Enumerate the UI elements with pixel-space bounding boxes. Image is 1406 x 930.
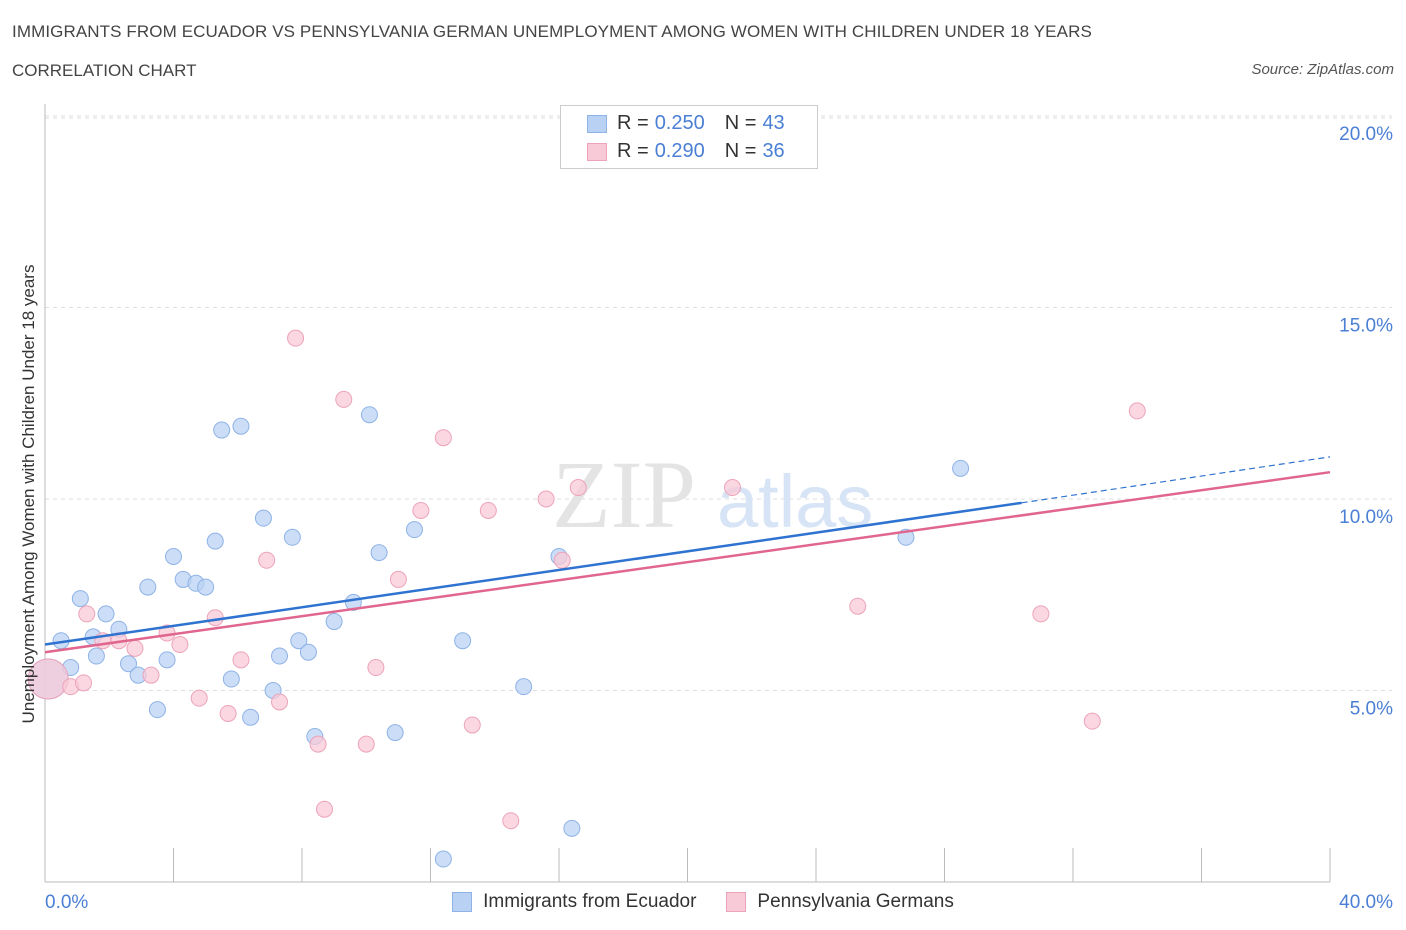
data-point-ecuador [386, 724, 404, 742]
data-point-pa-german [126, 639, 144, 657]
data-point-ecuador [71, 590, 89, 608]
data-point-pa-german [849, 597, 867, 615]
data-point-pa-german [553, 551, 571, 569]
legend-row-pa-german: R = 0.290 N = 36 [587, 140, 785, 163]
legend-n-value: 43 [762, 112, 785, 134]
legend-r-value: 0.290 [654, 140, 705, 162]
series-label-pa-german: Pennsylvania Germans [757, 891, 954, 912]
data-point-pa-german [171, 636, 189, 654]
series-label-ecuador: Immigrants from Ecuador [483, 891, 697, 912]
data-point-ecuador [158, 651, 176, 669]
data-point-ecuador [165, 547, 182, 565]
legend-r-label: R = [617, 112, 649, 134]
trend-extension-ecuador [1021, 456, 1331, 504]
data-point-pa-german [1128, 402, 1146, 420]
data-point-pa-german [219, 704, 237, 722]
data-point-pa-german [463, 716, 481, 734]
data-point-pa-german [357, 735, 375, 753]
data-point-pa-german [309, 735, 327, 753]
y-tick-label: 5.0% [1350, 699, 1393, 720]
data-point-ecuador [242, 708, 260, 726]
y-axis-label: Unemployment Among Women with Children U… [19, 265, 38, 724]
trend-line-ecuador [44, 501, 1022, 646]
data-point-ecuador [360, 406, 378, 424]
data-point-ecuador [87, 647, 105, 665]
data-point-ecuador [97, 605, 115, 623]
data-point-pa-german [389, 570, 407, 588]
x-tick-label: 40.0% [1339, 892, 1393, 913]
data-point-pa-german [569, 479, 587, 497]
data-point-ecuador [222, 670, 240, 688]
data-point-pa-german [412, 501, 430, 519]
grid-layer [45, 115, 1392, 691]
data-point-ecuador [405, 521, 423, 539]
data-point-pa-german [315, 800, 333, 818]
data-point-ecuador [290, 632, 308, 650]
data-point-pa-german [271, 693, 289, 711]
data-point-pa-german [232, 651, 250, 669]
data-point-ecuador [120, 655, 138, 673]
source-credit: Source: ZipAtlas.com [1251, 61, 1394, 78]
data-point-pa-german [190, 689, 208, 707]
series-legend: Immigrants from Ecuador Pennsylvania Ger… [0, 889, 1406, 915]
data-point-ecuador [434, 850, 452, 868]
series-legend-ecuador[interactable]: Immigrants from Ecuador [452, 891, 696, 913]
legend-swatch-ecuador [587, 114, 607, 133]
data-point-pa-german [1083, 712, 1101, 730]
series-swatch-pa-german [726, 892, 747, 912]
data-point-ecuador [213, 421, 231, 439]
correlation-legend: R = 0.250 N = 43 R = 0.290 N = 36 [560, 105, 818, 169]
watermark: ZIP atlas [552, 441, 873, 548]
data-point-ecuador [232, 417, 250, 435]
data-point-pa-german [335, 390, 353, 408]
data-point-pa-german [78, 605, 96, 623]
axis-layer: 5.0% 10.0% 15.0% 20.0% 0.0% 40.0% [44, 104, 1393, 913]
series-swatch-ecuador [452, 892, 473, 912]
data-point-ecuador [515, 678, 533, 696]
data-point-ecuador [139, 578, 157, 596]
watermark-atlas: atlas [717, 460, 873, 543]
data-point-pa-german [502, 812, 520, 830]
data-point-pa-german [479, 501, 497, 519]
legend-r-value: 0.250 [654, 112, 705, 134]
data-point-ecuador [952, 459, 970, 477]
chart-title: IMMIGRANTS FROM ECUADOR VS PENNSYLVANIA … [12, 22, 1092, 41]
data-point-pa-german [75, 674, 93, 692]
data-point-pa-german [287, 329, 305, 347]
data-point-ecuador [370, 544, 388, 562]
data-point-ecuador [197, 578, 215, 596]
legend-n-label: N = [724, 112, 757, 134]
data-point-pa-german [142, 666, 160, 684]
trend-layer [44, 456, 1331, 654]
x-tick-label: 0.0% [45, 892, 88, 913]
data-point-ecuador [148, 701, 166, 719]
y-tick-label: 10.0% [1339, 507, 1393, 528]
legend-n-value: 36 [762, 140, 785, 162]
data-point-ecuador [254, 509, 272, 527]
legend-row-ecuador: R = 0.250 N = 43 [587, 112, 785, 135]
trend-line-pa-german [44, 470, 1331, 654]
legend-n-label: N = [724, 140, 757, 162]
data-point-ecuador [454, 632, 472, 650]
legend-swatch-pa-german [587, 142, 607, 161]
data-point-pa-german [723, 479, 741, 497]
y-tick-label: 20.0% [1339, 124, 1393, 145]
data-point-ecuador [206, 532, 224, 550]
series-legend-pa-german[interactable]: Pennsylvania Germans [726, 891, 954, 913]
data-point-ecuador [283, 528, 301, 546]
data-point-pa-german [206, 609, 224, 627]
data-point-ecuador [325, 613, 343, 631]
data-point-ecuador [563, 819, 581, 837]
data-point-pa-german [367, 659, 385, 677]
data-point-pa-german [537, 490, 555, 508]
data-point-ecuador [271, 647, 289, 665]
legend-r-label: R = [617, 140, 649, 162]
y-tick-label: 15.0% [1339, 316, 1393, 337]
chart-subtitle: CORRELATION CHART [12, 61, 197, 80]
data-point-pa-german [434, 429, 452, 447]
data-point-pa-german [258, 551, 276, 569]
data-point-pa-german [1032, 605, 1050, 623]
data-point-ecuador [299, 643, 317, 661]
